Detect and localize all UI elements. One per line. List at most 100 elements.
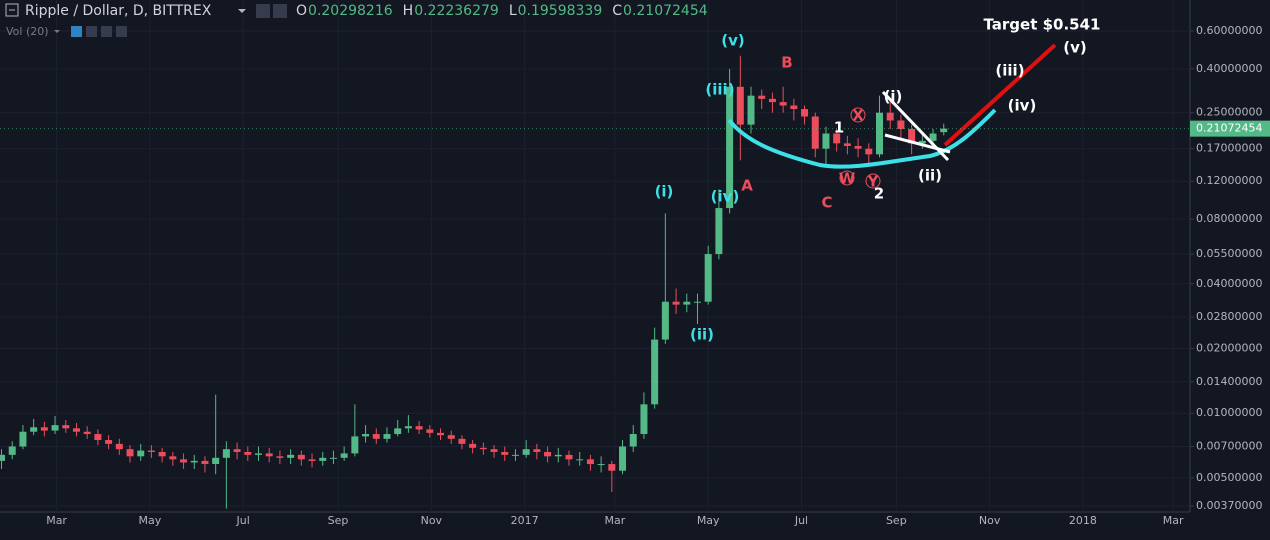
ohlc-legend: O 0.20298216 H 0.22236279 L 0.19598339 C 0.2107… — [296, 3, 708, 19]
candle-body — [394, 428, 402, 435]
candle-body — [768, 98, 776, 103]
collapse-icon[interactable] — [5, 3, 19, 17]
candle-body — [362, 434, 370, 437]
candle-body — [372, 434, 380, 439]
y-tick-label: 0.17000000 — [1196, 142, 1262, 155]
candle-body — [608, 464, 616, 471]
candle-body — [287, 454, 295, 458]
candle-body — [0, 454, 6, 461]
settings-icon[interactable] — [256, 4, 270, 18]
candle-body — [51, 425, 59, 431]
candle-body — [233, 449, 241, 452]
candle-body — [105, 440, 113, 444]
indicator-settings[interactable] — [86, 26, 97, 37]
candle-body — [201, 460, 209, 465]
symbol-title[interactable]: Ripple / Dollar, D, BITTREX — [25, 3, 212, 19]
candle-body — [661, 301, 669, 340]
candle-body — [822, 133, 830, 149]
wave-circle — [839, 170, 855, 186]
indicator-remove[interactable] — [116, 26, 127, 37]
wave-label: A — [741, 177, 753, 195]
y-tick-label: 0.60000000 — [1196, 24, 1262, 37]
candle-body — [147, 450, 155, 452]
target-line — [943, 43, 1057, 147]
y-tick-label: 0.05500000 — [1196, 247, 1262, 260]
candle-body — [30, 427, 38, 432]
x-tick-label: May — [139, 514, 162, 527]
ohlc-value: 0.19598339 — [518, 3, 603, 19]
y-tick-label: 0.02000000 — [1196, 341, 1262, 354]
candle-body — [437, 432, 445, 436]
y-tick-label: 0.08000000 — [1196, 212, 1262, 225]
target-label: Target $0.541 — [983, 16, 1100, 34]
candle-body — [779, 102, 787, 106]
candle-body — [126, 449, 134, 457]
ohlc-key: O — [296, 3, 307, 19]
indicator-arrow[interactable] — [54, 30, 60, 33]
corner — [1190, 512, 1270, 540]
wave-label: C — [821, 194, 832, 212]
candle-body — [726, 86, 734, 209]
x-tick-label: Mar — [605, 514, 626, 527]
candle-body — [276, 456, 284, 458]
wave-label: (ii) — [690, 326, 714, 344]
candle-body — [918, 140, 926, 144]
candle-body — [693, 301, 701, 303]
indicator-eye[interactable] — [71, 26, 82, 37]
ohlc-key: C — [612, 3, 622, 19]
wave-label: 2 — [874, 185, 884, 203]
candle-body — [490, 449, 498, 452]
y-tick-label: 0.00370000 — [1196, 499, 1262, 512]
candle-body — [308, 459, 316, 461]
candle-body — [533, 449, 541, 452]
ohlc-value: 0.21072454 — [623, 3, 708, 19]
dropdown-arrow[interactable] — [238, 9, 246, 13]
wedge-lower — [884, 133, 951, 154]
candle-body — [501, 451, 509, 455]
x-tick-label: Jul — [794, 514, 808, 527]
ohlc-key: L — [509, 3, 517, 19]
wave-circle — [850, 107, 866, 123]
candle-body — [511, 454, 519, 456]
y-tick-label: 0.00500000 — [1196, 471, 1262, 484]
candle-body — [137, 450, 145, 457]
candle-body — [843, 143, 851, 146]
candle-body — [747, 95, 755, 125]
candle-body — [672, 301, 680, 305]
candle-body — [458, 438, 466, 444]
candle-body — [833, 133, 841, 144]
y-tick-label: 0.04000000 — [1196, 277, 1262, 290]
candle-body — [929, 133, 937, 141]
indicator-label: Vol (20) — [6, 25, 49, 38]
x-tick-label: May — [697, 514, 720, 527]
ohlc-key: H — [403, 3, 414, 19]
wave-label: (iii) — [995, 62, 1024, 80]
candle-body — [351, 436, 359, 454]
y-tick-label: 0.02800000 — [1196, 310, 1262, 323]
candle-body — [469, 443, 477, 448]
y-tick-label: 0.25000000 — [1196, 106, 1262, 119]
candle-body — [576, 459, 584, 461]
wave-label: B — [781, 54, 792, 72]
ohlc-value: 0.22236279 — [414, 3, 499, 19]
y-tick-label: 0.40000000 — [1196, 62, 1262, 75]
candle-body — [297, 454, 305, 460]
wave-label: (i) — [884, 88, 903, 106]
candle-body — [40, 427, 48, 431]
wave-label: (i) — [655, 183, 674, 201]
candle-body — [586, 459, 594, 465]
hide-icon[interactable] — [273, 4, 287, 18]
indicator-add[interactable] — [101, 26, 112, 37]
x-tick-label: Mar — [1163, 514, 1184, 527]
candle-body — [83, 431, 91, 435]
last-price-label: 0.21072454 — [1196, 122, 1262, 135]
wave-label: 1 — [834, 119, 844, 137]
grid — [0, 0, 1194, 512]
wave-label: (iv) — [711, 188, 740, 206]
candle-body — [640, 404, 648, 435]
candle-body — [790, 105, 798, 110]
candle-body — [940, 128, 948, 133]
candle-body — [619, 446, 627, 471]
